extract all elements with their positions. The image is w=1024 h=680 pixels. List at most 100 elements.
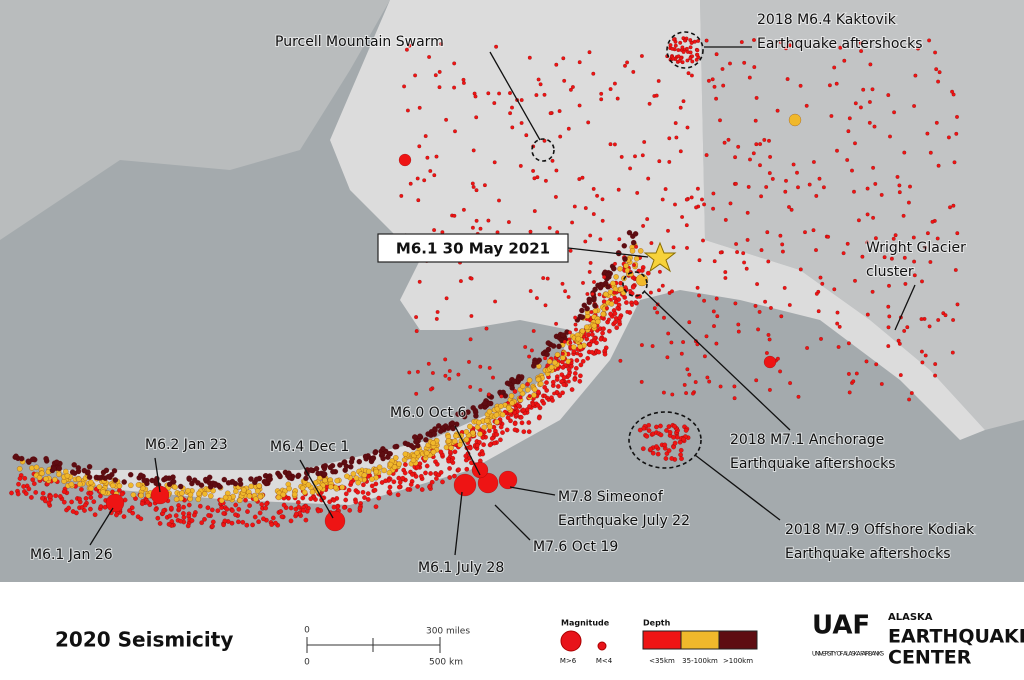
earthquake-dot	[224, 506, 230, 512]
earthquake-dot	[768, 154, 773, 159]
earthquake-dot	[491, 440, 497, 446]
earthquake-dot	[590, 332, 595, 337]
earthquake-dot	[673, 43, 678, 48]
earthquake-dot	[348, 480, 354, 485]
earthquake-dot	[733, 155, 738, 160]
earthquake-dot	[566, 379, 571, 384]
earthquake-dot	[534, 93, 539, 98]
earthquake-dot	[443, 373, 448, 378]
earthquake-dot	[796, 185, 801, 190]
earthquake-dot	[886, 93, 891, 98]
earthquake-dot	[482, 183, 487, 188]
earthquake-dot	[873, 181, 878, 186]
earthquake-dot	[360, 489, 366, 495]
earthquake-dot	[510, 105, 515, 110]
earthquake-dot	[381, 467, 387, 474]
earthquake-dot	[583, 206, 588, 211]
earthquake-dot	[896, 338, 901, 343]
earthquake-dot	[308, 496, 314, 502]
earthquake-dot	[566, 295, 571, 300]
earthquake-dot	[468, 337, 473, 342]
earthquake-dot	[670, 46, 675, 51]
earthquake-dot	[937, 70, 942, 75]
annotation-label: M6.1 Jan 26	[30, 547, 113, 563]
earthquake-dot	[173, 496, 180, 503]
earthquake-dot	[674, 135, 679, 140]
earthquake-dot	[583, 324, 590, 331]
earthquake-dot	[661, 390, 666, 395]
earthquake-dot	[512, 389, 518, 394]
earthquake-dot	[816, 309, 821, 314]
earthquake-dot	[295, 472, 302, 479]
earthquake-dot	[943, 313, 948, 318]
earthquake-dot	[279, 514, 285, 520]
earthquake-dot	[48, 493, 54, 499]
earthquake-dot	[587, 50, 592, 55]
earthquake-dot	[386, 489, 392, 495]
earthquake-dot	[850, 168, 855, 173]
earthquake-dot	[524, 133, 529, 138]
earthquake-dot	[581, 302, 588, 309]
earthquake-dot	[930, 219, 935, 224]
depth-swatch	[718, 630, 758, 650]
earthquake-dot	[670, 392, 675, 397]
earthquake-dot	[201, 491, 208, 497]
earthquake-dot	[500, 430, 505, 435]
earthquake-dot	[395, 492, 401, 498]
earthquake-dot	[129, 505, 135, 511]
earthquake-dot	[955, 302, 960, 307]
earthquake-dot	[86, 463, 93, 470]
earthquake-dot	[948, 205, 953, 210]
earthquake-dot	[309, 489, 316, 495]
earthquake-dot	[360, 482, 366, 488]
earthquake-dot	[523, 345, 528, 350]
earthquake-dot	[732, 396, 737, 401]
earthquake-dot	[457, 441, 463, 448]
earthquake-dot	[903, 281, 908, 286]
earthquake-dot	[678, 452, 683, 458]
earthquake-dot	[221, 511, 227, 516]
earthquake-dot	[933, 362, 938, 367]
earthquake-dot	[365, 496, 371, 502]
earthquake-dot	[718, 118, 723, 123]
earthquake-dot	[361, 472, 368, 479]
earthquake-dot	[528, 289, 533, 294]
earthquake-dot	[455, 411, 461, 417]
earthquake-dot	[667, 429, 673, 435]
earthquake-dot	[580, 358, 586, 364]
earthquake-dot	[508, 392, 515, 399]
earthquake-dot	[835, 321, 840, 326]
earthquake-dot	[218, 497, 225, 504]
earthquake-dot	[56, 471, 62, 478]
earthquake-dot	[608, 87, 613, 92]
earthquake-dot	[768, 305, 773, 310]
earthquake-dot	[612, 311, 618, 317]
earthquake-dot	[139, 501, 145, 507]
earthquake-dot	[447, 475, 453, 480]
earthquake-dot	[736, 144, 741, 149]
earthquake-dot	[714, 96, 719, 101]
earthquake-dot	[552, 359, 558, 366]
earthquake-dot	[752, 38, 757, 43]
earthquake-dot	[902, 150, 907, 155]
earthquake-dot	[236, 497, 243, 504]
earthquake-dot	[710, 77, 715, 82]
earthquake-dot	[756, 327, 761, 332]
earthquake-dot	[951, 203, 956, 208]
earthquake-dot	[714, 341, 719, 346]
earthquake-dot	[805, 346, 810, 351]
earthquake-dot	[413, 73, 418, 78]
earthquake-dot	[452, 213, 457, 218]
earthquake-dot	[447, 376, 452, 381]
earthquake-dot	[263, 505, 269, 511]
earthquake-dot	[603, 291, 609, 298]
earthquake-dot	[542, 92, 547, 97]
earthquake-dot	[560, 281, 565, 286]
earthquake-dot	[652, 306, 657, 311]
earthquake-dot	[639, 379, 644, 384]
earthquake-dot	[534, 296, 539, 301]
earthquake-dot	[672, 440, 678, 446]
earthquake-dot	[256, 519, 261, 525]
earthquake-dot	[681, 99, 686, 104]
earthquake-dot	[666, 228, 671, 233]
